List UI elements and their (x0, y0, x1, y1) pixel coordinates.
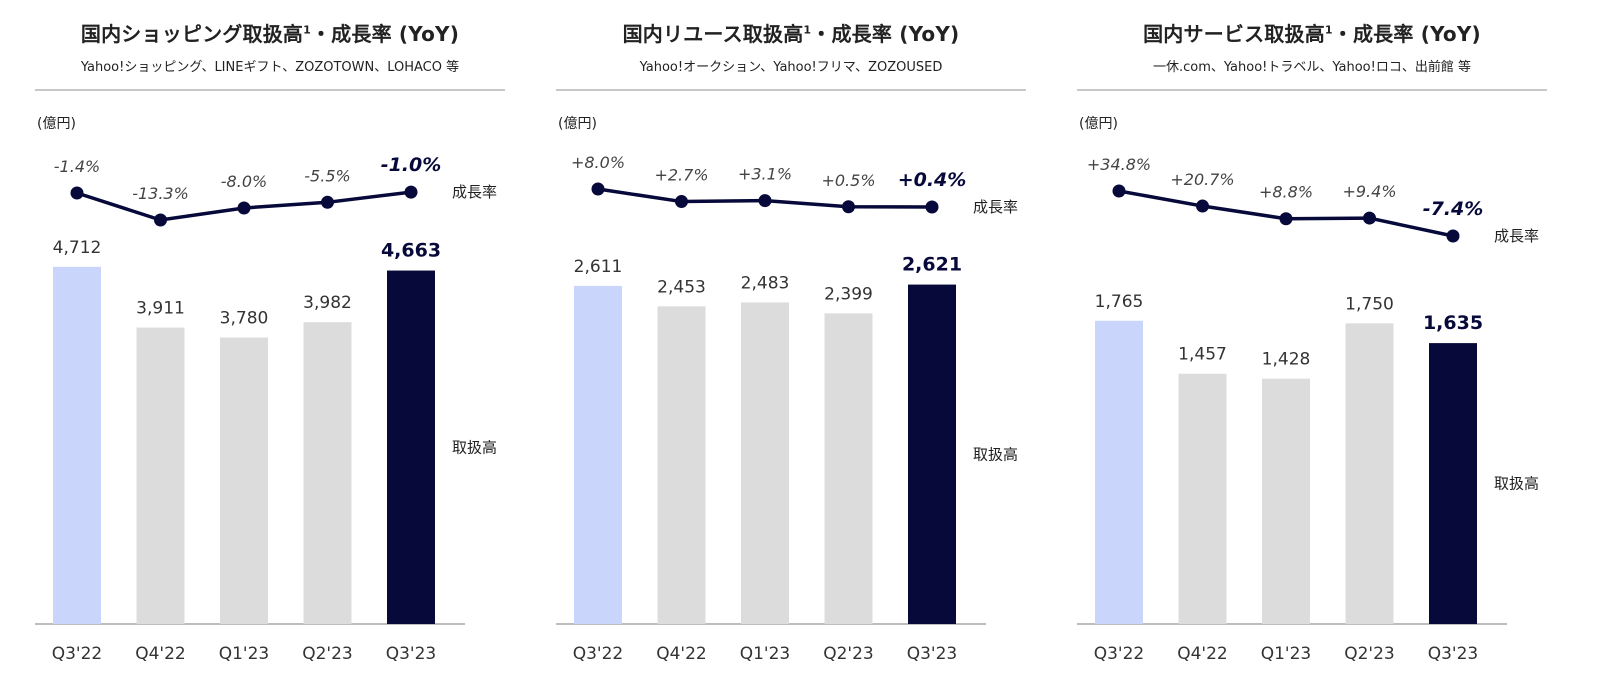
growth-point (404, 185, 418, 199)
growth-point (321, 195, 334, 209)
unit-label: (億円) (1079, 116, 1118, 132)
growth-point (1363, 211, 1376, 225)
x-tick-label: Q3'23 (1428, 644, 1479, 664)
chart-panel-services: 国内サービス取扱高1・成長率 (YoY) 一休.com、Yahoo!トラベル、Y… (1077, 0, 1547, 696)
x-tick-label: Q3'22 (573, 644, 624, 664)
growth-label: -1.4% (54, 157, 100, 176)
x-tick-label: Q4'22 (135, 644, 186, 664)
chart-svg: (億円) 4,712 Q3'22 3,911 Q4'22 3,780 Q1'23 3,982 Q… (35, 116, 497, 664)
line-series-label: 成長率 (1494, 227, 1539, 245)
chart-svg: (億円) 2,611 Q3'22 2,453 Q4'22 2,483 Q1'23 2,399 Q… (556, 116, 1018, 664)
x-tick-label: Q2'23 (823, 644, 874, 664)
chart-title: 国内ショッピング取扱高1・成長率 (YoY) (80, 22, 460, 46)
unit-label: (億円) (37, 116, 76, 132)
growth-point (1446, 229, 1460, 243)
bar (824, 313, 873, 624)
x-tick-label: Q3'22 (1094, 644, 1145, 664)
growth-point (1112, 184, 1126, 198)
bar (136, 327, 185, 624)
bar (1345, 323, 1394, 624)
growth-point (675, 195, 688, 209)
x-tick-label: Q4'22 (656, 644, 707, 664)
growth-point (591, 182, 605, 196)
bar-value-label: 3,780 (220, 308, 269, 328)
bar (1095, 320, 1143, 624)
growth-label: +20.7% (1170, 170, 1234, 189)
growth-point (842, 200, 855, 214)
x-tick-label: Q2'23 (1344, 644, 1395, 664)
growth-point (758, 194, 772, 208)
growth-label: -7.4% (1423, 198, 1484, 220)
bar (657, 306, 706, 624)
growth-point (70, 186, 84, 200)
growth-label: +0.4% (898, 169, 967, 191)
growth-label: +0.5% (821, 171, 875, 190)
x-tick-label: Q1'23 (740, 644, 791, 664)
bar (741, 302, 789, 624)
growth-label: +2.7% (654, 166, 708, 185)
bar (53, 266, 101, 624)
chart-subtitle: 一休.com、Yahoo!トラベル、Yahoo!ロコ、出前館 等 (1153, 60, 1471, 75)
line-series-label: 成長率 (452, 183, 497, 201)
line-series-label: 成長率 (973, 198, 1018, 216)
bar-value-label: 2,453 (657, 277, 706, 297)
bar-value-label: 1,765 (1095, 292, 1144, 312)
bar-series-label: 取扱高 (973, 445, 1018, 463)
bar-value-label: 2,611 (574, 257, 623, 277)
x-tick-label: Q3'23 (907, 644, 958, 664)
x-tick-label: Q3'22 (52, 644, 103, 664)
bar-value-label: 1,428 (1262, 350, 1311, 370)
x-tick-label: Q1'23 (1261, 644, 1312, 664)
growth-point (1196, 199, 1209, 213)
growth-label: -8.0% (221, 172, 267, 191)
title-divider (35, 89, 505, 91)
chart-subtitle: Yahoo!オークション、Yahoo!フリマ、ZOZOUSED (639, 60, 943, 75)
growth-label: -13.3% (132, 184, 189, 203)
bar-series-label: 取扱高 (452, 438, 497, 456)
x-tick-label: Q2'23 (302, 644, 353, 664)
bar (1178, 373, 1227, 624)
growth-label: +9.4% (1342, 182, 1396, 201)
growth-point (237, 201, 251, 215)
x-tick-label: Q3'23 (386, 644, 437, 664)
x-tick-label: Q4'22 (1177, 644, 1228, 664)
bar-value-label: 1,457 (1178, 345, 1227, 365)
bar-value-label: 2,399 (824, 284, 873, 304)
bar (1262, 378, 1310, 624)
bar-value-label: 1,750 (1345, 294, 1394, 314)
bar-series-label: 取扱高 (1494, 475, 1539, 493)
bar (574, 285, 622, 624)
growth-label: -5.5% (304, 166, 350, 185)
bar-value-label: 1,635 (1423, 312, 1483, 334)
bar-value-label: 2,483 (741, 273, 790, 293)
growth-label: +8.8% (1259, 183, 1313, 202)
bar (387, 270, 435, 624)
bar (220, 337, 268, 624)
bar-value-label: 4,712 (53, 238, 102, 258)
growth-label: -1.0% (381, 154, 442, 176)
chart-svg: (億円) 1,765 Q3'22 1,457 Q4'22 1,428 Q1'23 1,750 Q… (1077, 116, 1539, 664)
bar-value-label: 3,982 (303, 293, 352, 313)
chart-title: 国内リユース取扱高1・成長率 (YoY) (622, 22, 960, 46)
bar (1429, 343, 1477, 624)
growth-label: +8.0% (571, 153, 625, 172)
x-tick-label: Q1'23 (219, 644, 270, 664)
bar (908, 284, 956, 624)
bar-value-label: 2,621 (902, 254, 962, 276)
title-divider (556, 89, 1026, 91)
growth-label: +34.8% (1087, 155, 1151, 174)
title-divider (1077, 89, 1547, 91)
chart-title: 国内サービス取扱高1・成長率 (YoY) (1143, 22, 1481, 46)
growth-point (154, 213, 167, 227)
bar-value-label: 4,663 (381, 240, 441, 262)
chart-panel-reuse: 国内リユース取扱高1・成長率 (YoY) Yahoo!オークション、Yahoo!… (556, 0, 1026, 696)
bar (303, 322, 352, 624)
growth-label: +3.1% (738, 165, 792, 184)
chart-subtitle: Yahoo!ショッピング、LINEギフト、ZOZOTOWN、LOHACO 等 (80, 60, 460, 75)
unit-label: (億円) (558, 116, 597, 132)
growth-point (925, 200, 939, 214)
bar-value-label: 3,911 (136, 299, 185, 319)
chart-panel-shopping: 国内ショッピング取扱高1・成長率 (YoY) Yahoo!ショッピング、LINE… (35, 0, 505, 696)
growth-point (1279, 212, 1293, 226)
